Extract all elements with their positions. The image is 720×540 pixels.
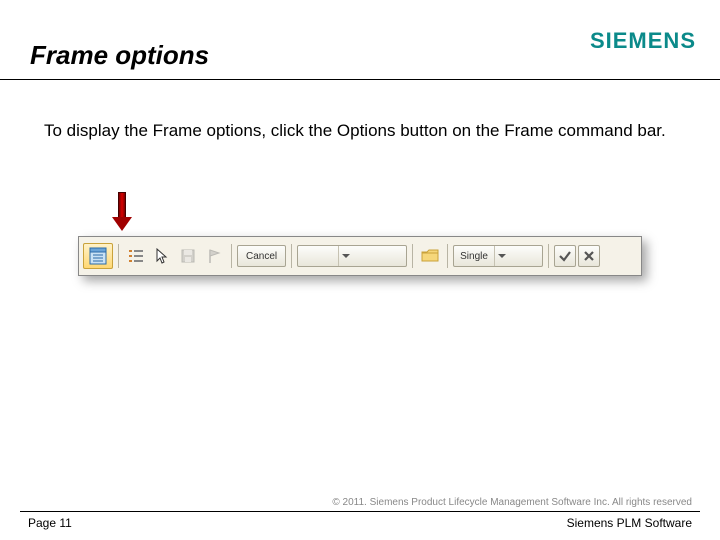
- accept-button[interactable]: [554, 245, 576, 267]
- separator: [548, 244, 549, 268]
- cancel-button[interactable]: Cancel: [237, 245, 286, 267]
- save-icon: [180, 248, 196, 264]
- flag-button[interactable]: [202, 243, 226, 269]
- reject-button[interactable]: [578, 245, 600, 267]
- separator: [447, 244, 448, 268]
- mode-combo[interactable]: Single: [453, 245, 543, 267]
- dimension-combo[interactable]: [297, 245, 407, 267]
- slide-title: Frame options: [30, 40, 209, 71]
- combo-value: Single: [454, 251, 494, 262]
- list-icon: [128, 248, 144, 264]
- brand-logo: SIEMENS: [590, 28, 696, 54]
- select-button[interactable]: [150, 243, 174, 269]
- save-button[interactable]: [176, 243, 200, 269]
- pointer-arrow: [112, 192, 132, 231]
- options-icon: [88, 246, 108, 266]
- frame-command-bar: Cancel Single: [78, 236, 642, 276]
- list-button[interactable]: [124, 243, 148, 269]
- separator: [291, 244, 292, 268]
- flag-icon: [206, 248, 222, 264]
- page-number: Page 11: [28, 516, 72, 530]
- separator: [412, 244, 413, 268]
- slide-header: Frame options SIEMENS: [0, 0, 720, 80]
- close-icon: [583, 250, 595, 262]
- product-name: Siemens PLM Software: [567, 516, 692, 530]
- options-button[interactable]: [83, 243, 113, 269]
- separator: [231, 244, 232, 268]
- check-icon: [558, 249, 572, 263]
- copyright-text: © 2011. Siemens Product Lifecycle Manage…: [20, 497, 700, 511]
- pointer-icon: [155, 248, 169, 264]
- body-paragraph: To display the Frame options, click the …: [0, 80, 720, 143]
- chevron-down-icon: [494, 246, 508, 266]
- separator: [118, 244, 119, 268]
- slide-footer: © 2011. Siemens Product Lifecycle Manage…: [0, 497, 720, 530]
- folder-icon: [421, 249, 439, 263]
- chevron-down-icon: [338, 246, 352, 266]
- folder-button[interactable]: [418, 243, 442, 269]
